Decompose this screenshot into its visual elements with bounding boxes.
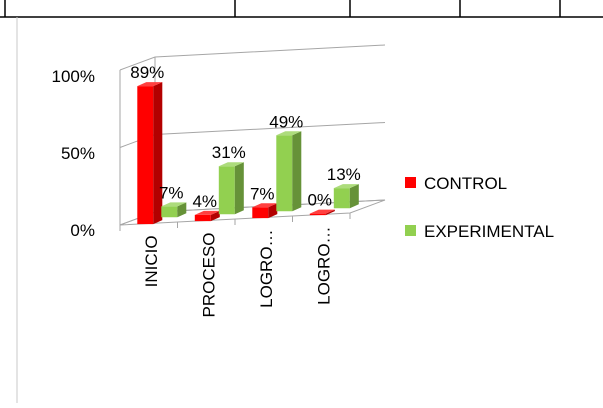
bar-side — [349, 184, 359, 209]
bar-side — [292, 131, 302, 212]
data-labels: 89% 7% 4% 31% 7% 49% 0% 13% — [130, 63, 361, 211]
legend-swatch-experimental — [405, 225, 416, 236]
data-label: 89% — [130, 63, 164, 82]
bar-control-2 — [252, 203, 278, 219]
data-label: 49% — [269, 112, 303, 131]
y-tick-label: 50% — [61, 144, 95, 163]
bar-top — [218, 162, 244, 167]
legend-label-experimental: EXPERIMENTAL — [424, 222, 554, 241]
bar-top — [252, 203, 278, 208]
x-tick-label: PROCESO — [199, 232, 218, 317]
table-borders — [0, 0, 603, 18]
data-label: 13% — [327, 165, 361, 184]
bar-front — [161, 206, 178, 218]
bar-front — [137, 86, 154, 225]
bars — [137, 82, 359, 225]
bar-side — [268, 203, 278, 219]
data-label: 7% — [250, 184, 275, 203]
bar-top — [161, 202, 187, 207]
bar-control-3 — [309, 209, 335, 216]
data-label: 0% — [307, 191, 332, 210]
bar-experimental-2 — [276, 131, 302, 212]
bar-side — [177, 202, 187, 218]
x-tick-label: LOGRO… — [314, 226, 333, 304]
bar-front — [252, 207, 269, 219]
bar-front — [333, 188, 350, 209]
bar-experimental-3 — [333, 184, 359, 209]
bar-side — [153, 82, 163, 225]
x-tick-label: LOGRO… — [257, 229, 276, 307]
data-label: 31% — [212, 143, 246, 162]
y-tick-label: 0% — [70, 221, 95, 240]
bar-front — [309, 213, 326, 216]
legend-swatch-control — [405, 177, 416, 188]
bar-side — [234, 162, 244, 215]
data-label: 7% — [159, 183, 184, 202]
bar-top — [309, 209, 335, 214]
x-tick-labels: INICIO PROCESO LOGRO… LOGRO… — [142, 226, 334, 317]
legend-label-control: CONTROL — [424, 174, 507, 193]
bar-control-1 — [194, 210, 220, 222]
bar-side — [210, 210, 220, 222]
bar-front — [218, 166, 235, 215]
y-tick-labels: 0% 50% 100% — [52, 67, 95, 240]
bar-front — [276, 135, 293, 212]
data-label: 4% — [192, 192, 217, 211]
bar-experimental-1 — [218, 162, 244, 215]
bar-control-0 — [137, 82, 163, 225]
legend: CONTROL EXPERIMENTAL — [405, 174, 554, 241]
bar-side — [325, 209, 335, 216]
bar-top — [333, 184, 359, 189]
bar-front — [194, 214, 211, 222]
bar-top — [194, 210, 220, 215]
bar-top — [137, 82, 163, 87]
gridline — [119, 44, 386, 71]
bar-top — [276, 131, 302, 136]
bar-experimental-0 — [161, 202, 187, 218]
x-tick-label: INICIO — [142, 235, 161, 287]
y-tick-label: 100% — [52, 67, 95, 86]
